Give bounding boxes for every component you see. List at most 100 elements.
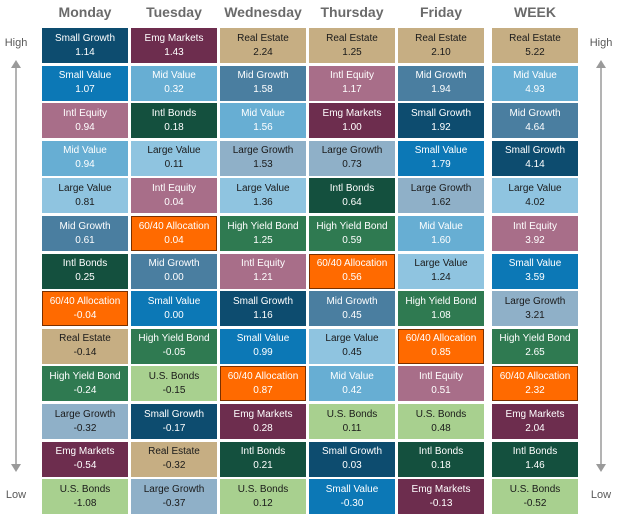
- asset-name: Mid Growth: [509, 107, 561, 119]
- return-cell: Large Growth -0.37: [131, 479, 217, 514]
- return-value: 4.93: [525, 84, 545, 96]
- asset-name: High Yield Bond: [138, 333, 210, 345]
- asset-name: Intl Equity: [330, 70, 374, 82]
- asset-name: Large Growth: [143, 483, 205, 495]
- return-cell: U.S. Bonds -1.08: [42, 479, 128, 514]
- return-cell: U.S. Bonds -0.52: [492, 479, 578, 514]
- asset-name: Mid Value: [63, 145, 107, 157]
- asset-name: Intl Equity: [63, 107, 107, 119]
- asset-name: Emg Markets: [411, 483, 471, 495]
- return-value: -0.05: [162, 347, 186, 359]
- asset-name: Intl Bonds: [240, 446, 286, 458]
- asset-name: Mid Growth: [237, 70, 289, 82]
- asset-name: High Yield Bond: [227, 220, 299, 232]
- return-value: 0.45: [342, 347, 362, 359]
- return-value: 2.32: [525, 384, 545, 396]
- return-value: 0.42: [342, 384, 362, 396]
- return-value: 0.04: [164, 196, 184, 208]
- return-cell: Mid Value 0.94: [42, 140, 128, 176]
- asset-name: Intl Equity: [419, 370, 463, 382]
- return-value: 4.64: [525, 121, 545, 133]
- return-value: 0.85: [431, 347, 451, 359]
- return-cell: Large Growth 1.62: [398, 178, 484, 214]
- asset-name: Real Estate: [237, 32, 289, 44]
- return-value: 0.11: [342, 422, 362, 434]
- asset-name: Intl Bonds: [151, 107, 197, 119]
- return-cell: Intl Bonds 1.46: [492, 441, 578, 477]
- return-cell: High Yield Bond 0.59: [309, 216, 395, 251]
- asset-name: Intl Equity: [152, 182, 196, 194]
- asset-name: Large Growth: [504, 295, 566, 307]
- asset-name: Small Growth: [504, 145, 565, 157]
- return-cell: Mid Growth 4.64: [492, 103, 578, 139]
- return-cell: Mid Value 1.56: [220, 103, 306, 139]
- low-label-left: Low: [5, 489, 27, 501]
- return-cell: High Yield Bond 1.25: [220, 216, 306, 251]
- return-cell: U.S. Bonds 0.48: [398, 404, 484, 439]
- return-value: 0.56: [342, 272, 362, 284]
- column-header: WEEK: [514, 4, 556, 20]
- asset-name: Large Value: [414, 258, 468, 270]
- return-value: 1.79: [431, 159, 451, 171]
- return-value: 1.56: [253, 121, 273, 133]
- return-cell: Large Value 1.36: [220, 178, 306, 214]
- return-cell: Intl Equity 3.92: [492, 216, 578, 251]
- return-cell: Mid Value 1.60: [398, 216, 484, 251]
- asset-name: Real Estate: [148, 446, 200, 458]
- asset-name: Emg Markets: [505, 408, 565, 420]
- asset-name: 60/40 Allocation: [405, 333, 477, 345]
- return-cell: Small Growth 1.14: [42, 28, 128, 63]
- return-cell: Large Value 0.81: [42, 178, 128, 214]
- return-cell: U.S. Bonds -0.15: [131, 366, 217, 402]
- return-cell: Small Growth -0.17: [131, 404, 217, 439]
- asset-name: Small Growth: [321, 446, 382, 458]
- return-value: 1.46: [525, 460, 545, 472]
- asset-name: Mid Growth: [148, 258, 200, 270]
- rank-arrow-left: [11, 60, 21, 472]
- return-value: 2.04: [525, 422, 545, 434]
- asset-name: Real Estate: [415, 32, 467, 44]
- asset-name: Large Growth: [410, 182, 472, 194]
- return-value: -0.30: [340, 497, 364, 509]
- return-cell: Emg Markets 1.43: [131, 28, 217, 63]
- asset-name: U.S. Bonds: [509, 483, 561, 495]
- asset-name: Emg Markets: [144, 32, 204, 44]
- return-cell: 60/40 Allocation 0.87: [220, 366, 306, 402]
- return-cell: Mid Growth 0.00: [131, 253, 217, 289]
- asset-name: High Yield Bond: [49, 370, 121, 382]
- asset-name: Large Value: [147, 145, 201, 157]
- asset-name: Small Growth: [232, 295, 293, 307]
- asset-name: Intl Equity: [241, 258, 285, 270]
- return-value: 0.81: [75, 196, 95, 208]
- return-cell: Emg Markets -0.13: [398, 479, 484, 514]
- return-value: -0.15: [162, 384, 186, 396]
- return-value: 1.14: [75, 46, 95, 58]
- return-cell: Real Estate 2.10: [398, 28, 484, 63]
- return-value: 3.92: [525, 234, 545, 246]
- asset-name: High Yield Bond: [316, 220, 388, 232]
- return-value: 4.14: [525, 159, 545, 171]
- return-cell: Large Growth 1.53: [220, 140, 306, 176]
- return-cell: 60/40 Allocation 0.04: [131, 216, 217, 251]
- asset-name: Mid Value: [152, 70, 196, 82]
- asset-name: Mid Value: [419, 220, 463, 232]
- asset-name: Small Value: [236, 333, 290, 345]
- return-value: 1.24: [431, 272, 451, 284]
- return-value: 0.00: [164, 272, 184, 284]
- return-value: 0.28: [253, 422, 273, 434]
- return-value: 1.07: [75, 84, 95, 96]
- return-cell: Mid Value 0.32: [131, 65, 217, 101]
- return-cell: Real Estate -0.32: [131, 441, 217, 477]
- return-cell: Intl Equity 0.51: [398, 366, 484, 402]
- asset-name: 60/40 Allocation: [49, 295, 121, 307]
- return-value: -0.17: [162, 422, 186, 434]
- asset-name: Emg Markets: [233, 408, 293, 420]
- return-value: -0.14: [73, 347, 97, 359]
- column-header: Tuesday: [146, 4, 202, 20]
- asset-name: U.S. Bonds: [415, 408, 467, 420]
- return-cell: Small Growth 1.16: [220, 291, 306, 327]
- return-value: 1.21: [253, 272, 273, 284]
- asset-name: Large Growth: [232, 145, 294, 157]
- asset-name: Small Value: [414, 145, 468, 157]
- return-cell: Real Estate 1.25: [309, 28, 395, 63]
